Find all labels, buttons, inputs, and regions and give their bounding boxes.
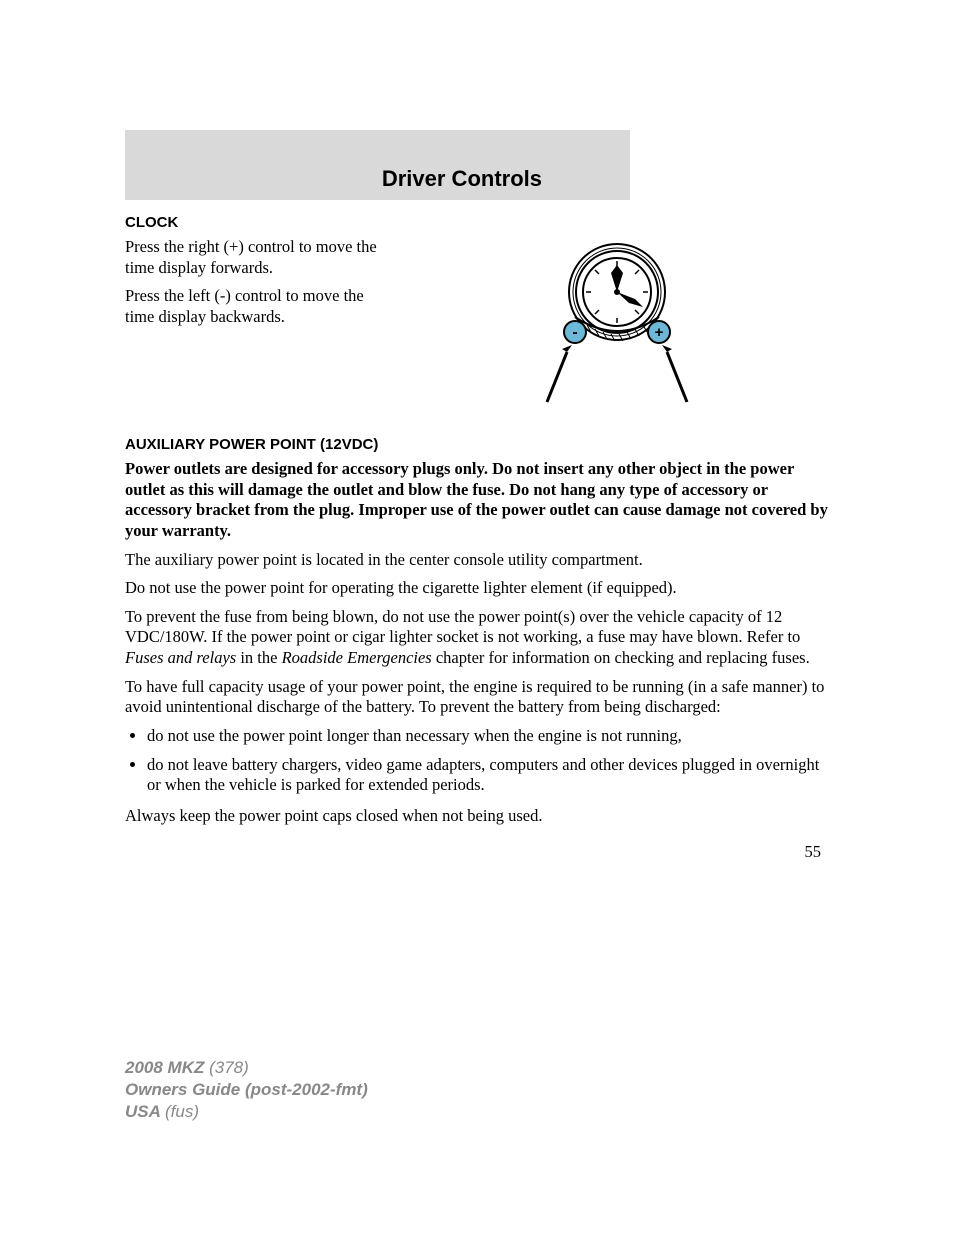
aux-para-1: The auxiliary power point is located in … [125, 550, 829, 571]
aux-para-3: To prevent the fuse from being blown, do… [125, 607, 829, 669]
section-header-bar: Driver Controls [125, 130, 630, 200]
aux-warning: Power outlets are designed for accessory… [125, 459, 829, 542]
clock-text-block: Press the right (+) control to move the … [125, 237, 385, 412]
section-title: Driver Controls [382, 166, 542, 192]
footer-region-code: (fus) [165, 1102, 199, 1121]
clock-section: Press the right (+) control to move the … [125, 237, 829, 412]
page-number: 55 [125, 842, 829, 862]
clock-svg: - + [517, 237, 717, 412]
aux-para-3-i1: Fuses and relays [125, 648, 236, 667]
list-item: do not use the power point longer than n… [147, 726, 829, 747]
footer-model: 2008 MKZ [125, 1058, 209, 1077]
clock-diagram: - + [405, 237, 829, 412]
clock-heading: CLOCK [125, 214, 829, 231]
footer-line-2: Owners Guide (post-2002-fmt) [125, 1079, 368, 1101]
aux-bullet-list: do not use the power point longer than n… [125, 726, 829, 796]
aux-para-4: To have full capacity usage of your powe… [125, 677, 829, 718]
aux-para-5: Always keep the power point caps closed … [125, 806, 829, 827]
footer-line-3: USA (fus) [125, 1101, 368, 1123]
aux-para-3c: chapter for information on checking and … [432, 648, 810, 667]
aux-para-2: Do not use the power point for operating… [125, 578, 829, 599]
plus-icon: + [655, 324, 664, 341]
clock-para-1: Press the right (+) control to move the … [125, 237, 385, 278]
footer-region: USA [125, 1102, 165, 1121]
footer-line-1: 2008 MKZ (378) [125, 1057, 368, 1079]
minus-icon: - [572, 324, 577, 341]
footer-code: (378) [209, 1058, 249, 1077]
footer: 2008 MKZ (378) Owners Guide (post-2002-f… [125, 1057, 368, 1123]
list-item: do not leave battery chargers, video gam… [147, 755, 829, 796]
aux-para-3b: in the [236, 648, 281, 667]
aux-para-3a: To prevent the fuse from being blown, do… [125, 607, 800, 647]
page-container: Driver Controls CLOCK Press the right (+… [0, 0, 954, 1235]
aux-heading: AUXILIARY POWER POINT (12VDC) [125, 436, 829, 453]
aux-para-3-i2: Roadside Emergencies [282, 648, 432, 667]
clock-para-2: Press the left (-) control to move the t… [125, 286, 385, 327]
